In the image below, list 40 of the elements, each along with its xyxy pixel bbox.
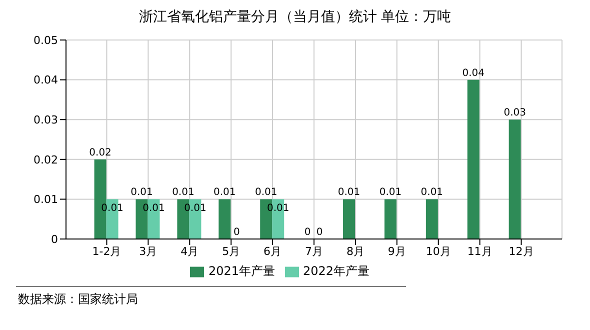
chart-title: 浙江省氧化铝产量分月（当月值）统计 单位：万吨 [138, 8, 452, 27]
data-label: 0.01 [214, 187, 236, 198]
data-label: 0.02 [89, 147, 112, 158]
data-label: 0 [304, 227, 311, 238]
data-label: 0.03 [504, 108, 526, 119]
y-tick-label: 0.05 [34, 34, 58, 47]
legend-label: 2022年产量 [303, 264, 370, 278]
bar [467, 80, 480, 239]
bar [384, 199, 396, 239]
x-tick-label: 10月 [426, 244, 451, 258]
x-tick-label: 6月 [264, 244, 282, 258]
x-tick-label: 11月 [467, 244, 492, 258]
data-label: 0.01 [254, 187, 278, 198]
x-tick-label: 4月 [180, 244, 199, 258]
x-tick-label: 12月 [508, 244, 534, 258]
bar [343, 199, 356, 239]
x-tick-label: 8月 [346, 244, 364, 258]
data-label: 0.01 [130, 187, 153, 198]
y-tick-label: 0.03 [34, 114, 58, 127]
x-tick-label: 7月 [305, 244, 323, 258]
y-tick-label: 0 [51, 232, 58, 246]
bar [508, 120, 521, 239]
bar [426, 199, 438, 239]
y-tick-label: 0.01 [34, 193, 58, 206]
x-tick-label: 5月 [222, 244, 240, 258]
data-label: 0.01 [379, 187, 402, 198]
x-tick-label: 1-2月 [92, 244, 122, 258]
x-tick-label: 9月 [388, 244, 406, 258]
data-label: 0 [316, 227, 323, 238]
legend-label: 2021年产量 [208, 264, 275, 278]
y-tick-label: 0.02 [34, 153, 58, 166]
data-label: 0.01 [172, 187, 194, 198]
x-tick-label: 3月 [139, 244, 158, 258]
data-label: 0.01 [420, 187, 444, 198]
data-label: 0 [233, 227, 240, 238]
y-tick-label: 0.04 [34, 74, 58, 87]
source-note: 数据来源：国家统计局 [18, 291, 139, 308]
bar [218, 199, 231, 239]
data-label: 0.01 [338, 187, 360, 198]
data-label: 0.04 [462, 68, 485, 79]
